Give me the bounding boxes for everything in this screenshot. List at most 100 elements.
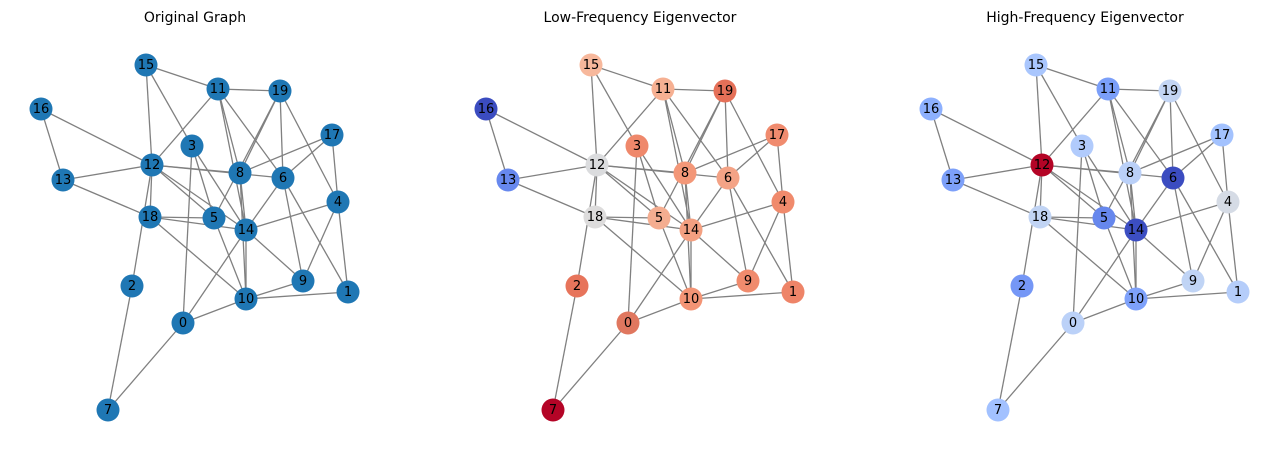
edge-19-4 <box>279 90 339 203</box>
edge-11-12 <box>1041 88 1109 166</box>
edge-4-14 <box>690 201 784 231</box>
edge-10-1 <box>690 291 794 300</box>
node-label-4: 4 <box>1224 195 1232 210</box>
edge-5-10 <box>213 217 247 300</box>
node-5 <box>202 206 226 230</box>
edge-11-6 <box>662 88 729 179</box>
edge-6-1 <box>1172 177 1239 293</box>
panel-low-frequency: Low-Frequency Eigenvector 01234567891011… <box>474 10 805 422</box>
edge-19-4 <box>724 90 784 203</box>
panel-original-graph: Original Graph 0123456789101112131415161… <box>29 10 360 422</box>
edge-14-0 <box>627 229 692 324</box>
edges-high-frequency <box>930 64 1239 411</box>
node-label-8: 8 <box>1126 166 1134 181</box>
node-label-11: 11 <box>655 82 672 97</box>
edge-11-6 <box>217 88 284 179</box>
node-4 <box>771 190 795 214</box>
edge-4-1 <box>1227 201 1239 293</box>
node-label-4: 4 <box>779 195 787 210</box>
edge-4-9 <box>747 201 784 282</box>
edge-15-12 <box>145 64 153 166</box>
edge-19-6 <box>1169 90 1174 179</box>
node-label-10: 10 <box>238 292 255 307</box>
edge-5-10 <box>658 217 692 300</box>
edge-3-14 <box>191 145 247 231</box>
edge-3-0 <box>627 145 638 324</box>
edge-14-9 <box>245 229 304 282</box>
edge-11-6 <box>1107 88 1174 179</box>
node-3 <box>1070 134 1094 158</box>
edge-18-14 <box>149 216 247 231</box>
node-label-19: 19 <box>1162 84 1179 99</box>
node-4 <box>326 190 350 214</box>
node-label-17: 17 <box>324 128 341 143</box>
node-0 <box>616 311 640 335</box>
edge-11-12 <box>151 88 219 166</box>
node-label-2: 2 <box>1018 279 1026 294</box>
node-9 <box>291 269 315 293</box>
node-label-0: 0 <box>179 316 187 331</box>
node-16 <box>29 97 53 121</box>
node-0 <box>1061 311 1085 335</box>
node-8 <box>1118 161 1142 185</box>
edge-18-14 <box>594 216 692 231</box>
node-label-8: 8 <box>681 166 689 181</box>
node-7 <box>986 398 1010 422</box>
edge-3-5 <box>191 145 215 219</box>
edge-14-9 <box>1135 229 1194 282</box>
edge-0-7 <box>107 322 184 411</box>
node-label-18: 18 <box>1032 210 1049 225</box>
node-1 <box>336 280 360 304</box>
node-8 <box>673 161 697 185</box>
edge-16-13 <box>930 108 954 181</box>
node-18 <box>1028 205 1052 229</box>
edge-10-1 <box>1135 291 1239 300</box>
node-19 <box>268 79 292 103</box>
node-9 <box>736 269 760 293</box>
edge-15-3 <box>1035 64 1083 147</box>
edge-4-9 <box>1192 201 1229 282</box>
node-label-3: 3 <box>188 139 196 154</box>
node-8 <box>228 161 252 185</box>
node-label-10: 10 <box>683 292 700 307</box>
edge-12-5 <box>151 164 215 219</box>
edge-17-8 <box>239 134 333 174</box>
edge-6-1 <box>727 177 794 293</box>
edge-11-8 <box>662 88 686 174</box>
node-label-18: 18 <box>587 210 604 225</box>
node-label-12: 12 <box>144 158 161 173</box>
panel-title-original: Original Graph <box>144 10 246 26</box>
node-label-5: 5 <box>1100 211 1108 226</box>
edge-16-12 <box>485 108 598 166</box>
edge-13-12 <box>62 164 153 181</box>
node-11 <box>1096 77 1120 101</box>
node-10 <box>234 287 258 311</box>
edge-5-10 <box>1103 217 1137 300</box>
edge-12-6 <box>151 164 284 179</box>
node-15 <box>134 53 158 77</box>
edge-3-0 <box>1072 145 1083 324</box>
edge-12-5 <box>1041 164 1105 219</box>
node-label-2: 2 <box>573 279 581 294</box>
node-label-12: 12 <box>589 158 606 173</box>
node-label-15: 15 <box>583 58 600 73</box>
node-label-3: 3 <box>633 139 641 154</box>
edge-15-12 <box>590 64 598 166</box>
node-11 <box>206 77 230 101</box>
edge-3-5 <box>636 145 660 219</box>
edge-4-1 <box>337 201 349 293</box>
node-label-14: 14 <box>683 223 700 238</box>
node-label-1: 1 <box>1234 285 1242 300</box>
node-label-15: 15 <box>138 58 155 73</box>
edge-15-12 <box>1035 64 1043 166</box>
node-10 <box>679 287 703 311</box>
edge-11-8 <box>217 88 241 174</box>
node-label-14: 14 <box>1128 223 1145 238</box>
edge-17-8 <box>684 134 778 174</box>
node-18 <box>583 205 607 229</box>
node-9 <box>1181 269 1205 293</box>
edge-16-13 <box>485 108 509 181</box>
node-10 <box>1124 287 1148 311</box>
